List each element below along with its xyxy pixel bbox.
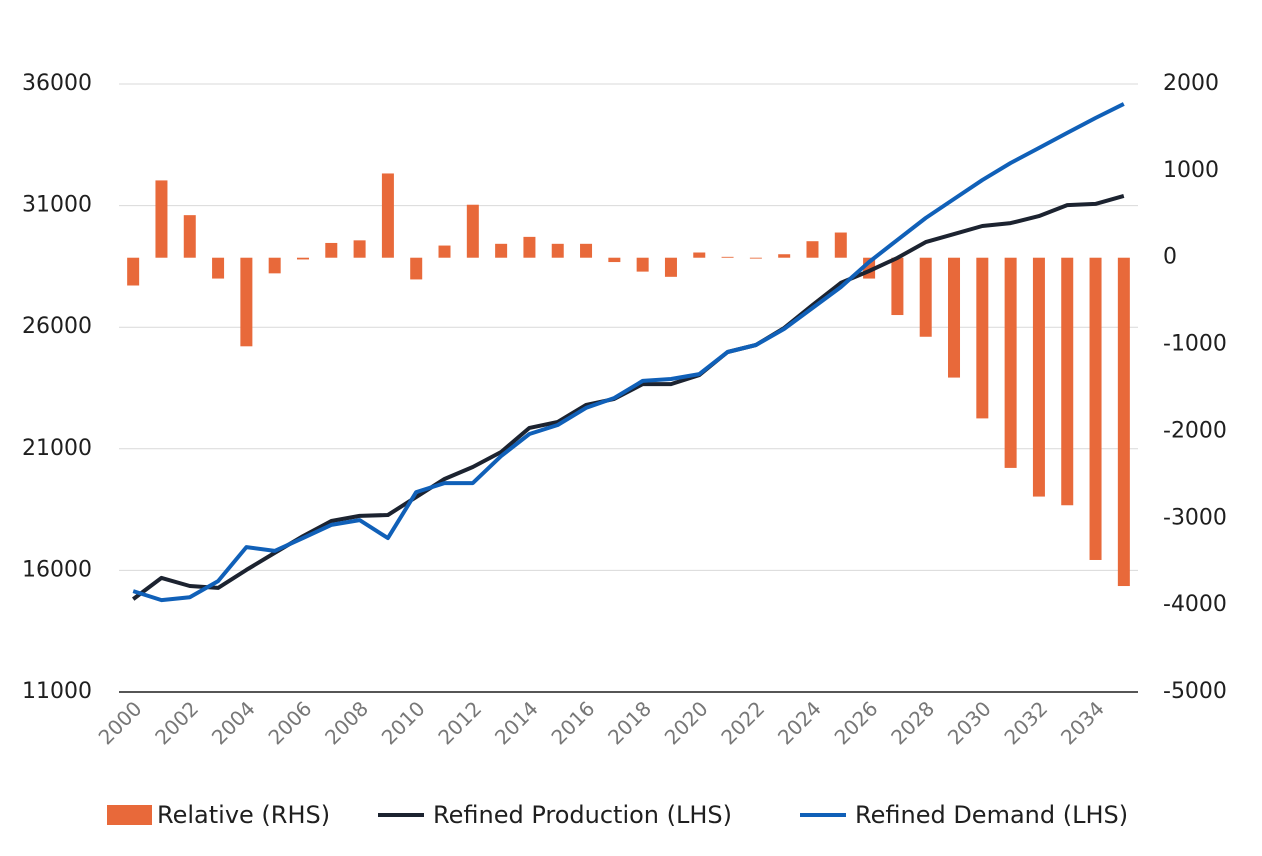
x-tick-label: 2030 [943, 696, 996, 749]
x-tick-label: 2004 [207, 696, 260, 749]
y-tick-label: 31000 [22, 193, 92, 218]
bar [212, 257, 225, 279]
bar [466, 204, 479, 258]
bar [268, 257, 281, 274]
bar [891, 257, 904, 316]
y2-tick-label: -4000 [1163, 592, 1227, 617]
y-tick-label: 16000 [22, 557, 92, 582]
y-tick-label: 11000 [22, 679, 92, 704]
bar [1004, 257, 1017, 468]
x-tick-label: 2006 [263, 696, 316, 749]
y2-tick-label: -1000 [1163, 332, 1227, 357]
x-tick-label: 2022 [716, 696, 769, 749]
bar [976, 257, 989, 419]
legend-label: Relative (RHS) [157, 801, 330, 829]
y-tick-label: 26000 [22, 314, 92, 339]
x-tick-label: 2014 [490, 696, 543, 749]
x-tick-label: 2032 [999, 696, 1052, 749]
x-tick-label: 2010 [377, 696, 430, 749]
bar [693, 252, 706, 258]
x-tick-label: 2008 [320, 696, 373, 749]
x-tick-label: 2018 [603, 696, 656, 749]
y2-tick-label: -3000 [1163, 505, 1227, 530]
bar [1089, 257, 1102, 560]
y2-tick-label: -5000 [1163, 679, 1227, 704]
line [132, 102, 1125, 603]
x-tick-label: 2028 [886, 696, 939, 749]
bar [438, 245, 451, 258]
bar [664, 257, 677, 277]
bar [1032, 257, 1045, 497]
x-tick-label: 2000 [94, 696, 147, 749]
bar [749, 257, 762, 259]
legend-label: Refined Production (LHS) [433, 801, 732, 829]
bar [155, 180, 168, 258]
y-tick-label: 36000 [22, 71, 92, 96]
bar [523, 236, 536, 258]
bar [353, 240, 366, 258]
x-tick-label: 2020 [660, 696, 713, 749]
bar [834, 232, 847, 258]
bar [296, 257, 309, 260]
y2-tick-label: 1000 [1163, 158, 1219, 183]
bar [580, 243, 593, 258]
x-tick-label: 2024 [773, 696, 826, 749]
bar [806, 241, 819, 258]
x-tick-label: 2034 [1056, 696, 1109, 749]
bar [948, 257, 961, 378]
bar [919, 257, 932, 337]
line [132, 193, 1125, 601]
legend-label: Refined Demand (LHS) [855, 801, 1128, 829]
x-tick-label: 2016 [546, 696, 599, 749]
bar [240, 257, 253, 347]
bar [495, 243, 508, 258]
bar [721, 256, 734, 258]
bar [1061, 257, 1074, 506]
bar [325, 242, 338, 258]
bar [381, 173, 394, 258]
y2-tick-label: 2000 [1163, 71, 1219, 96]
legend-swatch [107, 805, 152, 825]
bar [608, 257, 621, 263]
bar [636, 257, 649, 272]
bar [127, 257, 140, 286]
x-tick-label: 2012 [433, 696, 486, 749]
bar [183, 215, 196, 258]
bar [1117, 257, 1130, 587]
y-tick-label: 21000 [22, 436, 92, 461]
bar [551, 243, 564, 258]
y2-tick-label: 0 [1163, 245, 1177, 270]
y2-tick-label: -2000 [1163, 418, 1227, 443]
bar [410, 257, 423, 280]
x-tick-label: 2002 [150, 696, 203, 749]
bar [778, 254, 791, 258]
x-tick-label: 2026 [830, 696, 883, 749]
